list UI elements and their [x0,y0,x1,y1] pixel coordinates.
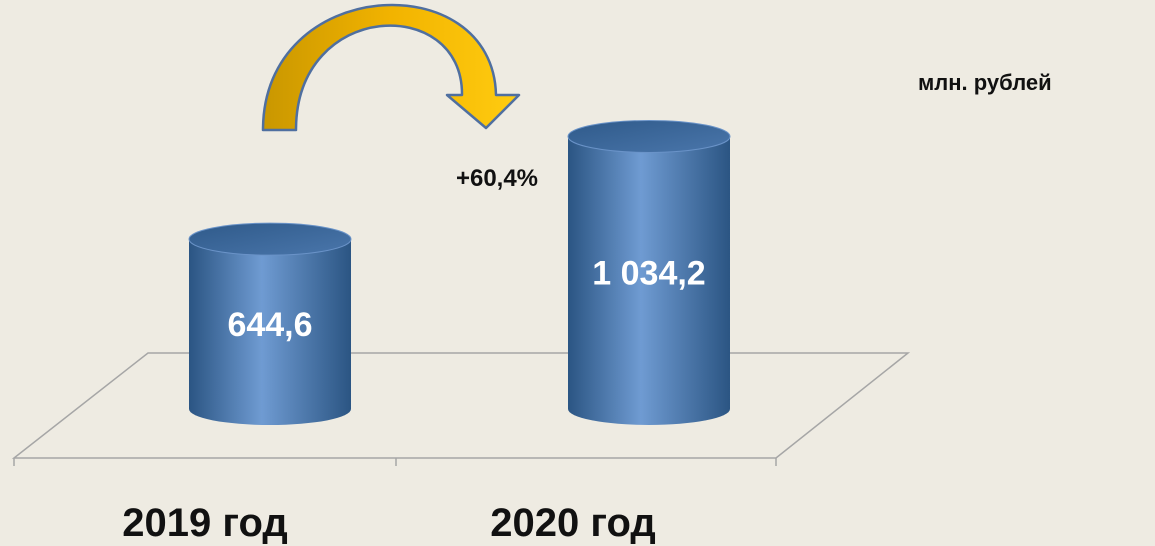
x-tick-label: 2019 год [122,501,288,545]
growth-arrow-icon [261,3,521,132]
bar-top [188,222,352,256]
data-label: 644,6 [227,306,312,344]
bar-body [189,239,351,425]
bar-cylinder: 644,6 [188,222,352,425]
bar-cylinder: 1 034,2 [567,119,731,425]
x-tick-label: 2020 год [490,501,656,545]
bar-body [568,136,730,425]
data-label: 1 034,2 [592,255,705,293]
unit-label: млн. рублей [918,70,1052,95]
growth-percent-label: +60,4% [456,165,538,192]
bar-top [567,119,731,153]
floor-plane [11,352,911,459]
